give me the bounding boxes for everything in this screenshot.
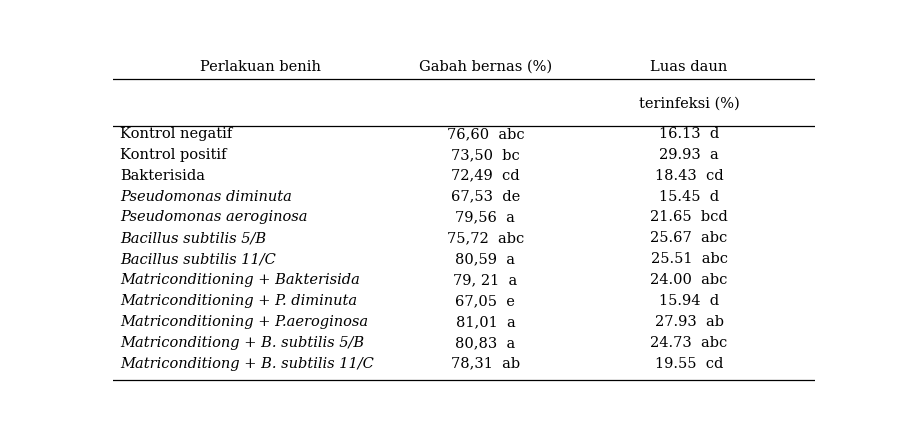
- Text: 24.73  abc: 24.73 abc: [651, 336, 728, 350]
- Text: 27.93  ab: 27.93 ab: [654, 315, 724, 329]
- Text: 21.65  bcd: 21.65 bcd: [651, 210, 728, 224]
- Text: 19.55  cd: 19.55 cd: [655, 357, 723, 371]
- Text: 73,50  bc: 73,50 bc: [451, 148, 520, 162]
- Text: Luas daun: Luas daun: [651, 60, 728, 74]
- Text: 79, 21  a: 79, 21 a: [453, 273, 517, 287]
- Text: 25.51  abc: 25.51 abc: [651, 252, 728, 266]
- Text: 76,60  abc: 76,60 abc: [447, 127, 525, 141]
- Text: Kontrol negatif: Kontrol negatif: [120, 127, 233, 141]
- Text: Matriconditioning + Bakterisida: Matriconditioning + Bakterisida: [120, 273, 361, 287]
- Text: 29.93  a: 29.93 a: [660, 148, 718, 162]
- Text: 15.45  d: 15.45 d: [659, 190, 719, 204]
- Text: 18.43  cd: 18.43 cd: [655, 169, 723, 183]
- Text: Kontrol positif: Kontrol positif: [120, 148, 226, 162]
- Text: 78,31  ab: 78,31 ab: [451, 357, 520, 371]
- Text: Matriconditiong + B. subtilis 5/B: Matriconditiong + B. subtilis 5/B: [120, 336, 364, 350]
- Text: 79,56  a: 79,56 a: [456, 210, 516, 224]
- Text: 67,53  de: 67,53 de: [451, 190, 520, 204]
- Text: Bacillus subtilis 5/B: Bacillus subtilis 5/B: [120, 231, 266, 245]
- Text: 80,83  a: 80,83 a: [455, 336, 516, 350]
- Text: Bacillus subtilis 11/C: Bacillus subtilis 11/C: [120, 252, 276, 266]
- Text: Gabah bernas (%): Gabah bernas (%): [419, 60, 552, 74]
- Text: Perlakuan benih: Perlakuan benih: [200, 60, 322, 74]
- Text: 67,05  e: 67,05 e: [456, 294, 516, 308]
- Text: 24.00  abc: 24.00 abc: [651, 273, 728, 287]
- Text: Pseudomonas diminuta: Pseudomonas diminuta: [120, 190, 292, 204]
- Text: 16.13  d: 16.13 d: [659, 127, 719, 141]
- Text: Pseudomonas aeroginosa: Pseudomonas aeroginosa: [120, 210, 308, 224]
- Text: 81,01  a: 81,01 a: [456, 315, 516, 329]
- Text: Matriconditioning + P.aeroginosa: Matriconditioning + P.aeroginosa: [120, 315, 369, 329]
- Text: Bakterisida: Bakterisida: [120, 169, 206, 183]
- Text: terinfeksi (%): terinfeksi (%): [639, 97, 739, 111]
- Text: 72,49  cd: 72,49 cd: [451, 169, 520, 183]
- Text: Matriconditiong + B. subtilis 11/C: Matriconditiong + B. subtilis 11/C: [120, 357, 374, 371]
- Text: 25.67  abc: 25.67 abc: [651, 231, 728, 245]
- Text: 80,59  a: 80,59 a: [456, 252, 516, 266]
- Text: 75,72  abc: 75,72 abc: [447, 231, 524, 245]
- Text: Matriconditioning + P. diminuta: Matriconditioning + P. diminuta: [120, 294, 357, 308]
- Text: 15.94  d: 15.94 d: [659, 294, 719, 308]
